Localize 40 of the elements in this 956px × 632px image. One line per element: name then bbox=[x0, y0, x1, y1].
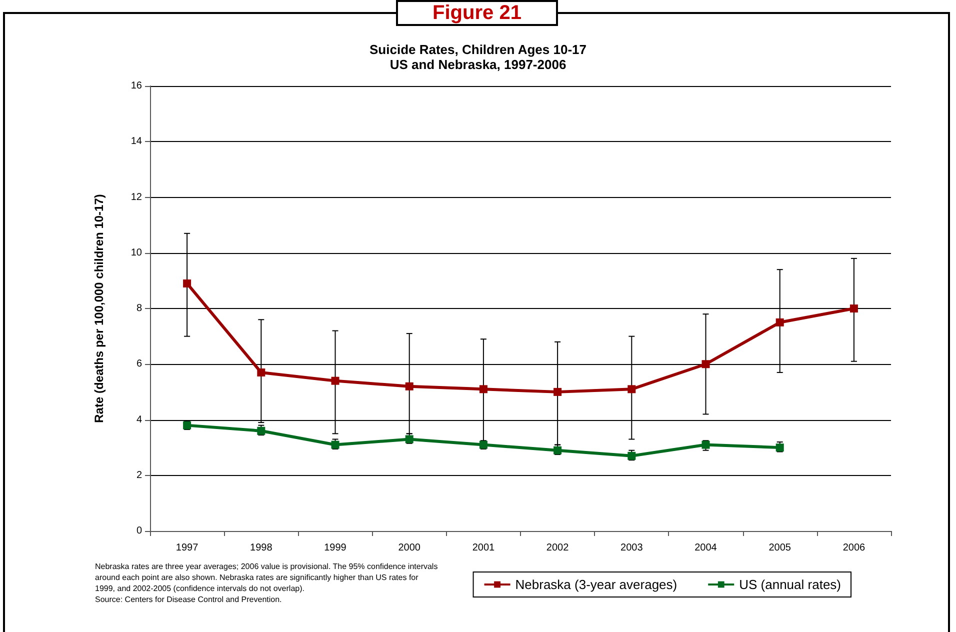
point bbox=[479, 385, 488, 394]
point bbox=[702, 360, 710, 368]
point bbox=[257, 368, 266, 376]
x-tick-label: 2002 bbox=[546, 542, 570, 554]
x-tick-label: 1998 bbox=[250, 542, 273, 554]
point bbox=[702, 440, 710, 449]
legend-label: US (annual rates) bbox=[739, 577, 842, 592]
point bbox=[331, 440, 340, 449]
point bbox=[850, 304, 858, 312]
y-tick-label: 2 bbox=[136, 470, 142, 481]
x-tick-label: 2004 bbox=[694, 542, 718, 554]
point bbox=[405, 382, 414, 390]
y-tick-label: 10 bbox=[130, 247, 142, 258]
source-note: Source: Centers for Disease Control and Prevention. bbox=[95, 594, 283, 605]
y-tick-label: 14 bbox=[130, 136, 142, 148]
x-tick-label: 1999 bbox=[324, 542, 347, 554]
x-tick-label: 2006 bbox=[842, 542, 866, 554]
point bbox=[554, 388, 562, 396]
x-tick-label: 1997 bbox=[176, 542, 199, 554]
point bbox=[628, 452, 636, 460]
y-tick-label: 6 bbox=[136, 358, 142, 370]
point bbox=[776, 318, 784, 326]
point bbox=[628, 385, 636, 394]
y-tick-label: 4 bbox=[136, 414, 142, 426]
point bbox=[183, 279, 192, 288]
point bbox=[776, 444, 784, 452]
y-tick-label: 8 bbox=[136, 303, 142, 314]
text: Nebraska rates are three year averages; 2006 value is provisional. The 95% confidence intervals around each point are also shown. Nebraska rates are significantly higher than US rates for 1999, and 2002-2005 (confidence intervals do not overlap). bbox=[95, 561, 439, 594]
y-axis-title: Rate (deaths per 100,000 children 10-17) bbox=[92, 194, 106, 423]
caption: Figure 21 bbox=[396, 0, 558, 26]
y-tick-label: 0 bbox=[136, 526, 142, 536]
x-tick-label: 2000 bbox=[398, 542, 421, 554]
legend-label: Nebraska (3-year averages) bbox=[515, 577, 678, 592]
x-tick-label: 2001 bbox=[472, 542, 496, 554]
y-tick-label: 12 bbox=[130, 192, 142, 203]
y-tick-label: 16 bbox=[130, 80, 142, 92]
x-tick-label: 2005 bbox=[768, 542, 792, 554]
point bbox=[331, 376, 340, 385]
x-tick-label: 2003 bbox=[620, 542, 644, 554]
chart-title: Suicide Rates, Children Ages 10-17 US and Nebraska, 1997-2006 bbox=[370, 42, 586, 72]
